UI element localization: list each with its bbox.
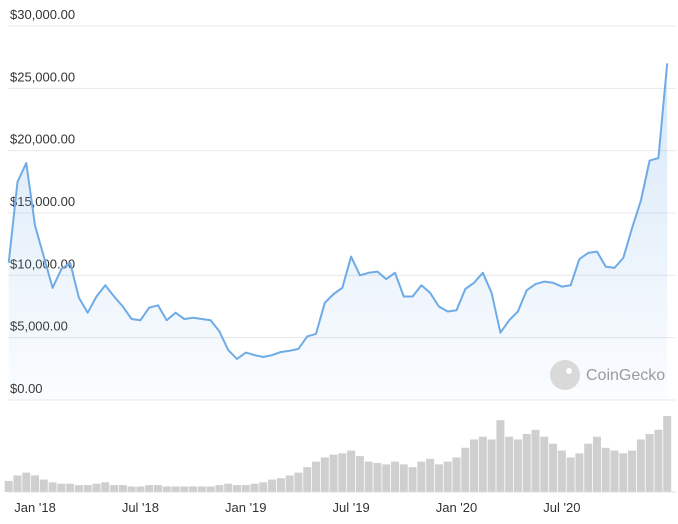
volume-bar [408,467,417,492]
volume-bar [22,472,31,492]
volume-bar [48,482,57,492]
volume-bar [320,457,329,492]
volume-bar [250,483,259,492]
volume-bar [303,467,312,492]
x-tick-label: Jan '20 [436,500,478,515]
volume-bar [285,475,294,492]
watermark: CoinGecko [550,360,665,390]
volume-bar [470,439,479,492]
volume-bar [566,457,575,492]
volume-bar [197,486,206,492]
volume-bar [101,482,110,492]
volume-bar [268,479,277,492]
volume-bar [347,450,356,492]
volume-bar [505,436,514,492]
volume-bar [294,472,303,492]
area [8,63,668,401]
volume-bar [189,486,198,492]
volume-bar [127,486,136,492]
volume-bar [487,439,496,492]
volume-bar [276,478,285,492]
volume-bar [592,436,601,492]
watermark-logo [550,360,580,390]
volume-bar [601,447,610,492]
price-line [7,63,669,360]
volume-bar [355,456,364,492]
volume-bar [241,485,250,492]
volume-bar [399,464,408,492]
x-tick-label: Jan '18 [14,500,56,515]
volume-bar [136,486,145,492]
volume-bar [206,486,215,492]
volume-bar [636,439,645,492]
watermark-text: CoinGecko [586,367,665,384]
volume-bar [74,485,83,492]
volume-bar [540,436,549,492]
volume-bar [461,447,470,492]
volume-bar [232,485,241,492]
y-tick-label: $25,000.00 [10,69,75,84]
volume-bar [338,453,347,492]
volume-bar [391,461,400,492]
volume-bar [83,485,92,492]
volume-bar [645,433,654,492]
volume-bar [215,485,224,492]
volume-bar [224,483,233,492]
volume-bar [496,420,505,492]
volume-bar [531,429,540,492]
volume-bar [4,480,13,492]
volume-bar [434,464,443,492]
volume-bar [522,433,531,492]
x-tick-label: Jul '18 [122,500,159,515]
volume-bar [628,450,637,492]
volume-bar [619,453,628,492]
y-tick-label: $20,000.00 [10,132,75,147]
volume-bar [557,450,566,492]
volume-bar [610,450,619,492]
x-tick-label: Jul '19 [333,500,370,515]
x-tick-label: Jul '20 [543,500,580,515]
volume-bar [443,461,452,492]
volume-bar [31,475,40,492]
volume-bar [452,457,461,492]
volume-bar [364,461,373,492]
volume-bar [110,485,119,492]
volume-bar [153,485,162,492]
volume-bar [118,485,127,492]
volume-bar [57,483,66,492]
volume-bar [417,461,426,492]
watermark-logo-eye [566,368,572,374]
volume-bar [663,416,672,492]
volume-bar [584,443,593,492]
volume-bar [259,482,268,492]
volume-bar [66,483,75,492]
volume-bar [426,458,435,492]
volume-bar [180,486,189,492]
volume-bar [92,483,101,492]
x-tick-label: Jan '19 [225,500,267,515]
volume-bar [654,429,663,492]
volume-bar [312,461,320,492]
volume-bar [329,454,338,492]
volume-bar [373,462,382,492]
volume-bar [478,436,487,492]
volume-bar [171,486,180,492]
volume-bar [145,485,154,492]
volume-bar [162,486,171,492]
volume-bar [549,443,558,492]
volume-bar [13,475,22,492]
volume-bar [513,439,522,492]
y-tick-label: $30,000.00 [10,7,75,22]
volume-bar [39,479,48,492]
volume-bar [575,453,584,492]
volume-bar [382,464,391,492]
